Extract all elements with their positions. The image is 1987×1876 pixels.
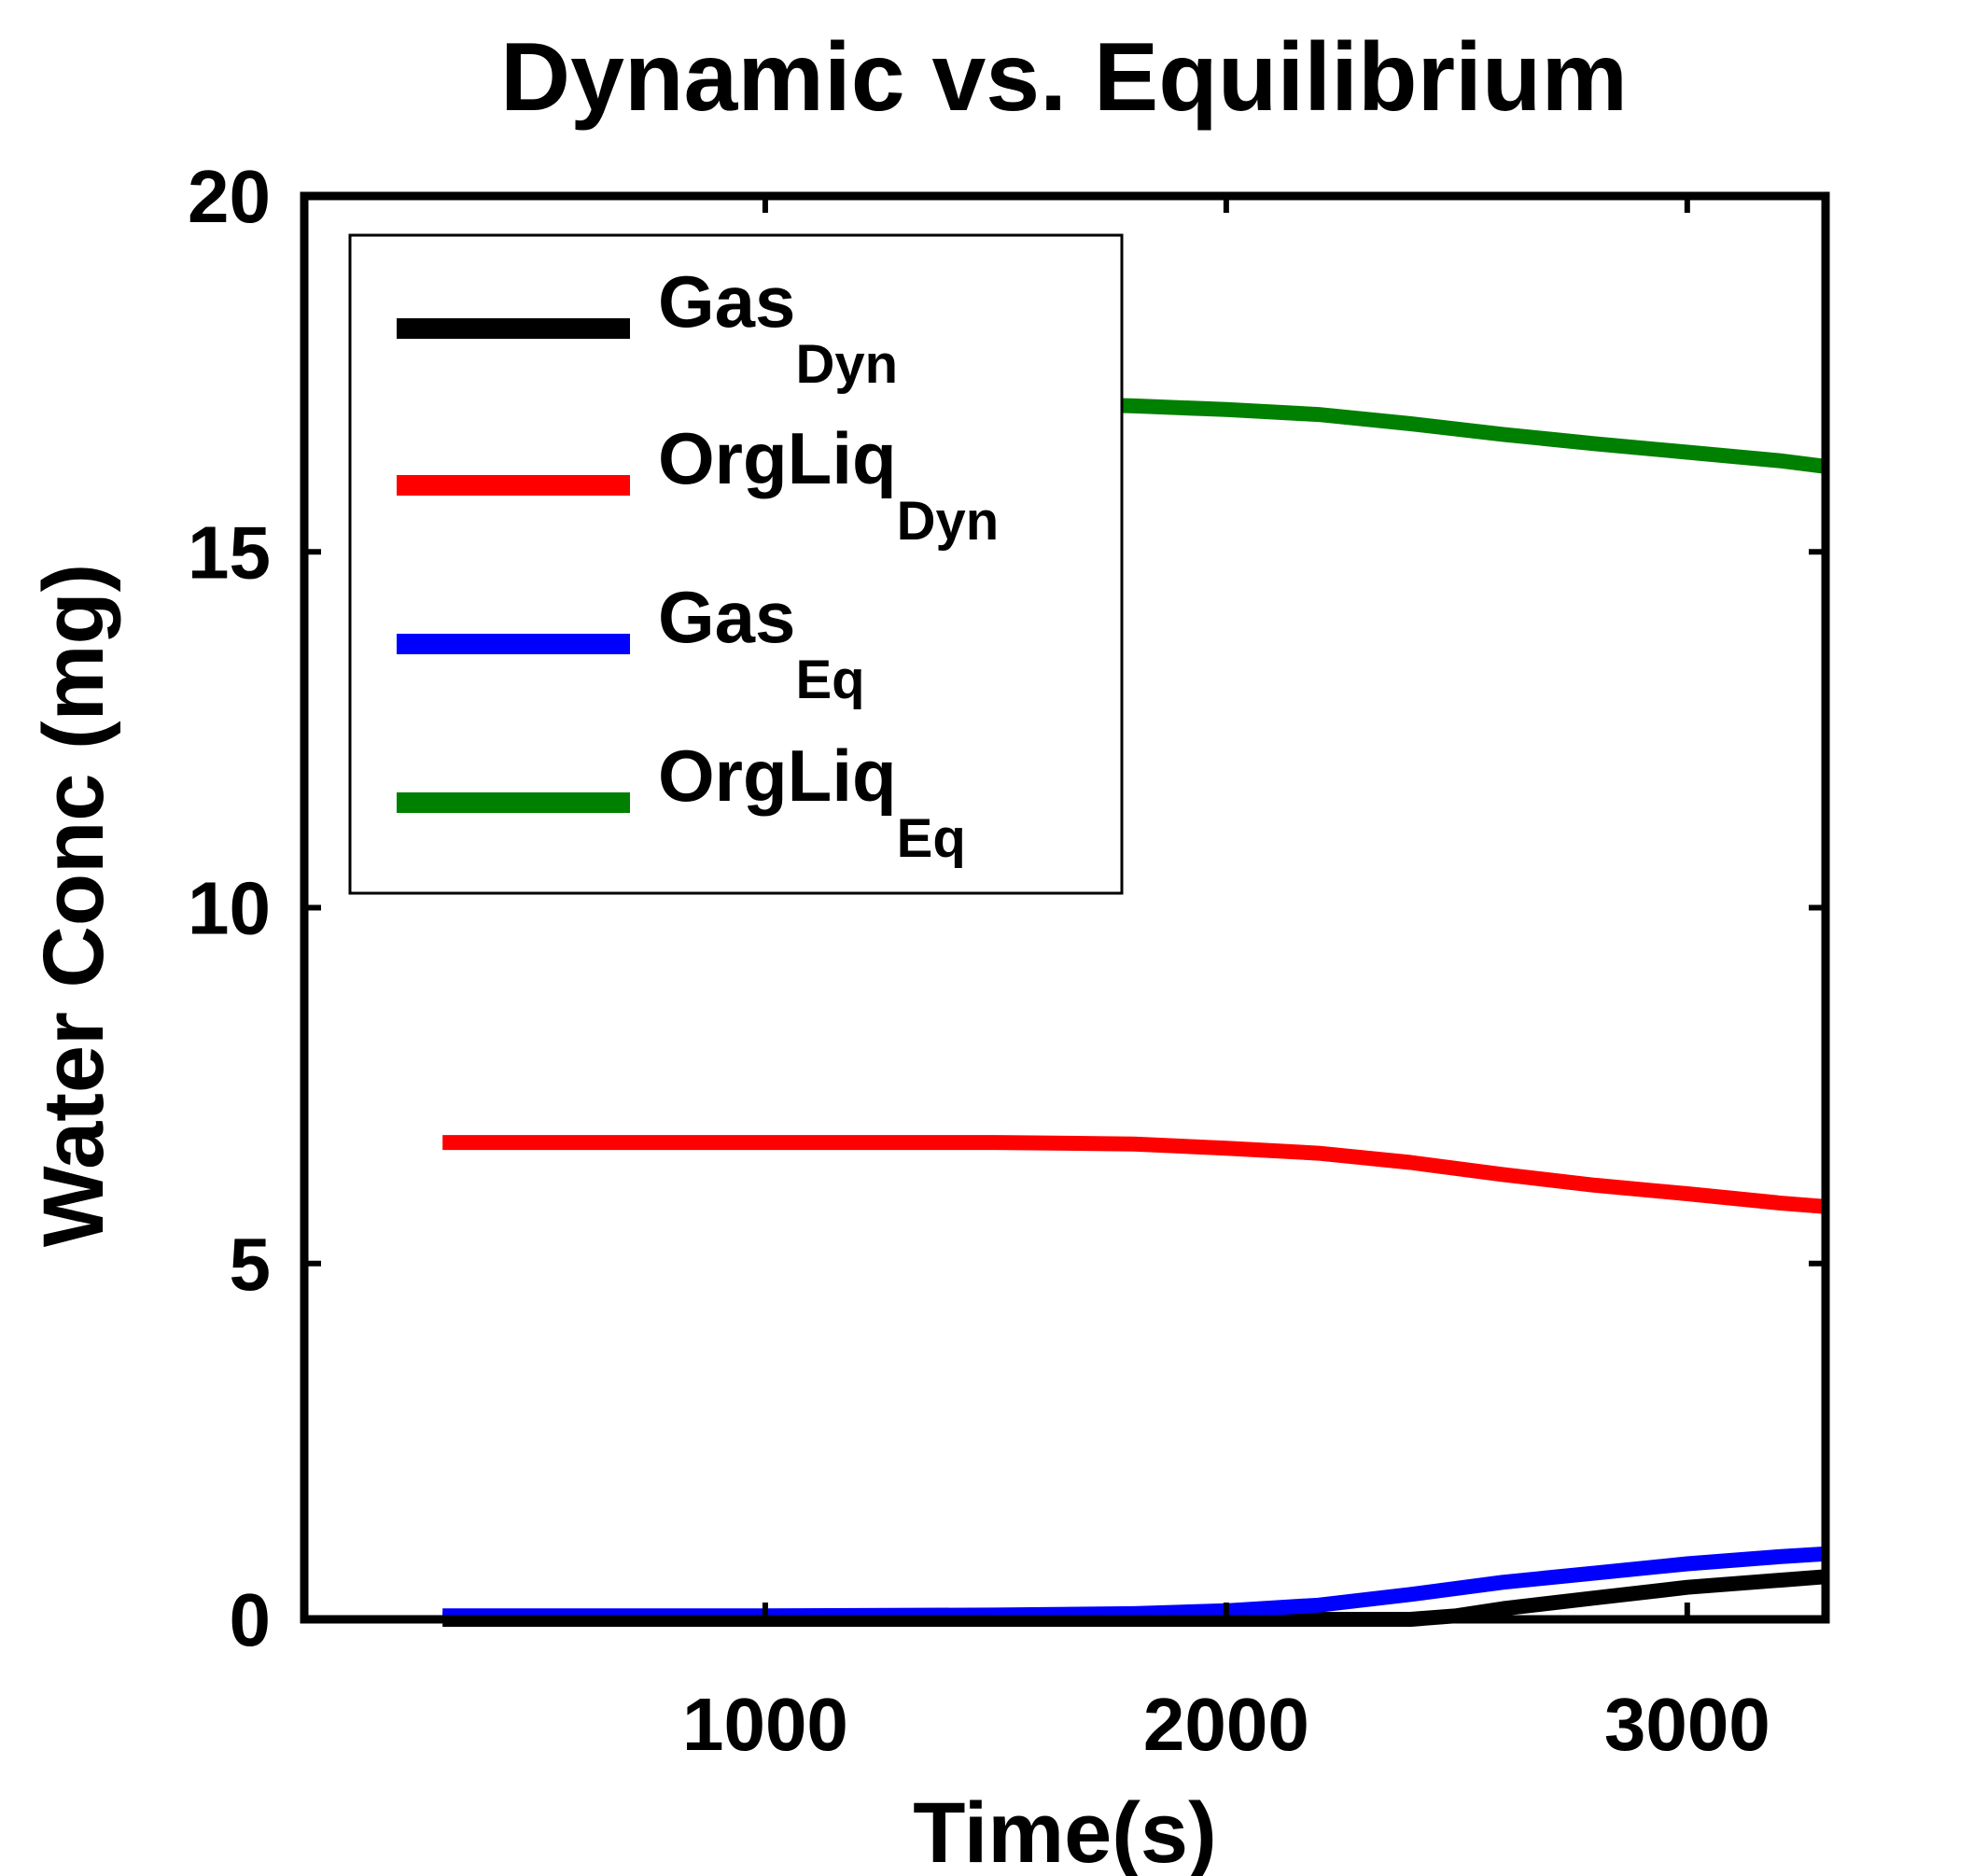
legend-subscript-2: Dyn [897,491,1000,552]
y-tick-label: 20 [188,155,271,238]
x-tick-label: 3000 [1604,1683,1770,1766]
chart-title: Dynamic vs. Equilibrium [500,23,1628,132]
x-axis-label: Time(s) [913,1785,1217,1876]
x-tick-label: 2000 [1143,1683,1309,1766]
x-tick-label: 1000 [682,1683,848,1766]
y-tick-label: 10 [188,867,271,950]
legend-box [348,233,1124,895]
legend-subscript-4: Eq [897,808,966,869]
tick-layer: 1000 2000 3000 0 5 10 15 20 [188,155,1826,1766]
y-tick-label: 5 [230,1223,272,1306]
y-tick-label: 0 [230,1578,272,1661]
y-axis-label: Water Conc (mg) [26,564,121,1248]
legend-subscript-1: Dyn [795,334,898,395]
series-line-2 [442,1135,1826,1214]
series-line-3 [442,1546,1826,1624]
legend-subscript-3: Eq [795,650,864,710]
y-tick-label: 15 [188,511,271,594]
